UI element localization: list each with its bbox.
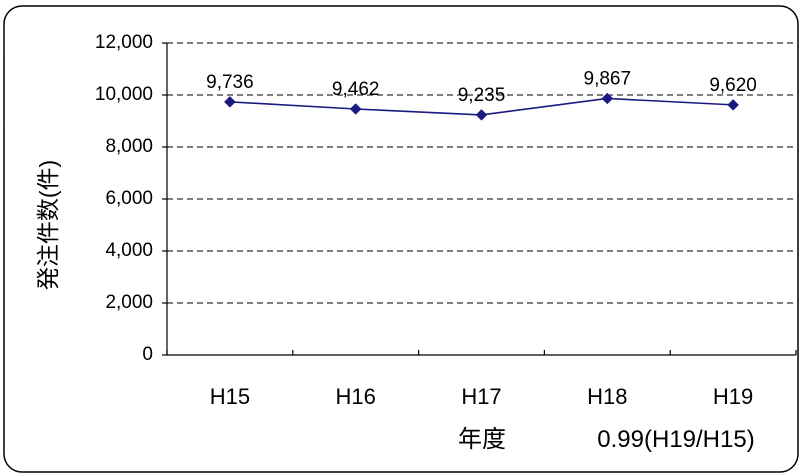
x-tick-label: H16 bbox=[336, 384, 376, 409]
y-tick-label: 12,000 bbox=[95, 32, 153, 53]
x-tick-label: H17 bbox=[461, 384, 501, 409]
data-labels: 9,736 9,462 9,235 9,867 9,620 bbox=[206, 68, 757, 105]
x-tick-label: H19 bbox=[713, 384, 753, 409]
data-point bbox=[475, 109, 488, 121]
y-tick-label: 8,000 bbox=[105, 136, 153, 157]
y-tick-labels: 0 2,000 4,000 6,000 8,000 10,000 12,000 bbox=[95, 32, 153, 365]
data-label: 9,867 bbox=[584, 68, 632, 89]
y-tick-label: 2,000 bbox=[105, 292, 153, 313]
x-tick-labels: H15 H16 H17 H18 H19 bbox=[210, 384, 754, 409]
ratio-annotation: 0.99(H19/H15) bbox=[597, 426, 754, 453]
x-axis-title: 年度 bbox=[458, 426, 506, 453]
data-point bbox=[601, 92, 614, 105]
y-tick-label: 10,000 bbox=[95, 84, 153, 105]
data-label: 9,462 bbox=[332, 79, 380, 100]
data-point bbox=[349, 103, 362, 115]
axes bbox=[162, 42, 797, 356]
y-tick-label: 0 bbox=[142, 344, 153, 365]
data-point bbox=[727, 99, 739, 111]
data-label: 9,620 bbox=[709, 75, 757, 96]
chart-border bbox=[3, 5, 799, 473]
y-axis-title: 発注件数(件) bbox=[35, 160, 61, 290]
x-tick-label: H15 bbox=[210, 384, 250, 409]
x-tick-label: H18 bbox=[587, 384, 627, 409]
data-label: 9,235 bbox=[458, 85, 506, 106]
data-label: 9,736 bbox=[206, 72, 254, 93]
series bbox=[224, 92, 739, 121]
data-point bbox=[224, 96, 236, 108]
y-tick-label: 4,000 bbox=[105, 240, 153, 261]
y-tick-label: 6,000 bbox=[105, 188, 153, 209]
gridlines bbox=[167, 42, 796, 304]
